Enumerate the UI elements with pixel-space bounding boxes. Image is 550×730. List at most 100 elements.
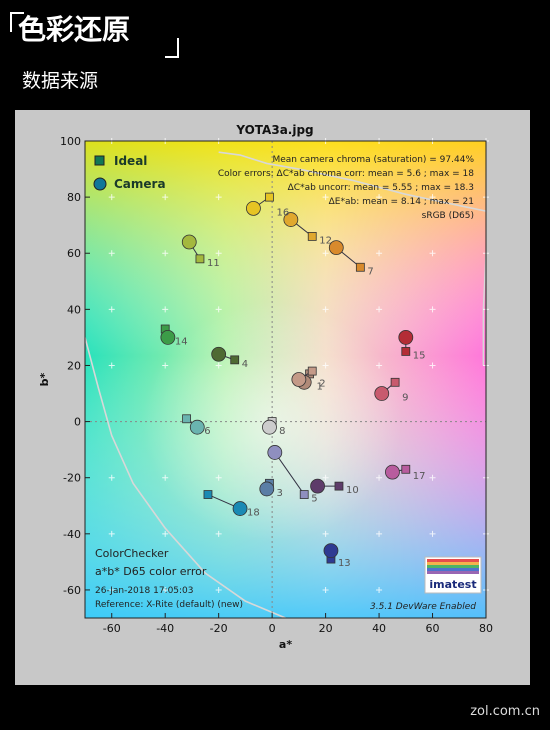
ideal-point-4 [230, 355, 240, 365]
logo-stripe [427, 568, 479, 571]
patch-label-3: 3 [276, 488, 282, 499]
imatest-logo-text: imatest [429, 578, 476, 591]
ideal-point-9 [390, 377, 400, 387]
annotation-line-3: 26-Jan-2018 17:05:03 [95, 586, 194, 596]
ideal-point-15 [401, 347, 411, 356]
legend-ideal-label: Ideal [114, 154, 147, 168]
chart-title: YOTA3a.jpg [236, 123, 314, 137]
logo-stripe [427, 562, 479, 565]
patch-label-8: 8 [279, 426, 285, 437]
plot-frame [84, 140, 487, 619]
x-tick-label: -40 [156, 622, 174, 635]
grid-cross [162, 194, 169, 201]
grid-cross [376, 194, 383, 201]
camera-point-17 [385, 464, 400, 480]
stats-line-1: Mean camera chroma (saturation) = 97.44% [272, 155, 474, 165]
camera-point-13 [323, 543, 339, 559]
camera-point-9 [374, 386, 390, 401]
grid-cross [215, 306, 222, 313]
grid-cross [376, 474, 383, 481]
ideal-point-10 [334, 481, 344, 491]
y-tick-label: 20 [67, 359, 81, 372]
x-tick-label: 80 [479, 622, 493, 635]
patch-label-4: 4 [242, 359, 248, 370]
camera-point-18 [232, 501, 248, 516]
camera-point-2 [291, 372, 307, 387]
legend-camera-marker [93, 177, 107, 191]
error-line-5 [274, 452, 305, 495]
x-tick-label: -60 [103, 622, 121, 635]
grid-cross [429, 474, 436, 481]
ideal-point-17 [401, 464, 411, 474]
patch-label-6: 6 [204, 426, 210, 437]
grid-cross [322, 194, 329, 201]
patch-label-7: 7 [367, 266, 373, 277]
camera-point-8 [262, 419, 277, 435]
grid-cross [429, 194, 436, 201]
camera-point-5 [267, 445, 283, 460]
camera-point-4 [211, 346, 227, 362]
grid-cross [215, 194, 222, 201]
patch-label-16: 16 [276, 207, 289, 218]
patch-label-17: 17 [413, 471, 426, 482]
logo-stripe [427, 565, 479, 568]
stats-line-4: ΔE*ab: mean = 8.14 ; max = 21 [329, 197, 474, 207]
annotation-line-1: ColorChecker [95, 547, 169, 560]
gamut-boundary-left [84, 337, 286, 619]
x-axis-label: a* [279, 638, 292, 651]
camera-point-15 [398, 330, 414, 345]
plot-area [84, 141, 487, 619]
grid-cross [108, 474, 115, 481]
grid-cross [215, 474, 222, 481]
annotation-line-2: a*b* D65 color error [95, 565, 207, 578]
patch-label-18: 18 [247, 508, 260, 519]
camera-point-12 [283, 212, 299, 227]
grid-cross [376, 306, 383, 313]
camera-point-16 [246, 200, 261, 216]
page-title: 色彩还原 [18, 13, 131, 46]
grid-cross [429, 362, 436, 369]
patch-label-13: 13 [338, 558, 351, 569]
camera-point-6 [189, 419, 205, 435]
patch-label-12: 12 [319, 235, 332, 246]
patch-label-11: 11 [207, 258, 220, 269]
grid-cross [322, 586, 329, 593]
ideal-point-2 [307, 366, 317, 376]
legend-camera-label: Camera [114, 177, 166, 191]
y-tick-label: 80 [67, 191, 81, 204]
patch-label-9: 9 [402, 393, 408, 404]
grid-cross [376, 362, 383, 369]
grid-cross [162, 250, 169, 257]
gamut-boundary-top [218, 151, 487, 212]
watermark-text: zol.com.cn [470, 704, 540, 719]
grid-cross [322, 362, 329, 369]
x-tick-label: 20 [319, 622, 333, 635]
grid-cross [429, 530, 436, 537]
grid-cross [376, 586, 383, 593]
logo-stripe [427, 571, 479, 574]
y-tick-label: 0 [74, 416, 81, 429]
camera-point-14 [160, 330, 176, 345]
patch-label-2: 2 [319, 379, 325, 390]
patch-label-14: 14 [175, 336, 188, 347]
ideal-point-18 [203, 490, 213, 499]
ideal-point-5 [299, 490, 309, 499]
grid-cross [162, 474, 169, 481]
grid-cross [215, 530, 222, 537]
ideal-point-16 [265, 192, 274, 202]
x-tick-label: -20 [210, 622, 228, 635]
camera-point-10 [310, 478, 325, 494]
grid-cross [322, 530, 329, 537]
grid-cross [108, 530, 115, 537]
grid-cross [108, 194, 115, 201]
stats-line-5: sRGB (D65) [422, 211, 474, 221]
grid-cross [108, 250, 115, 257]
x-tick-label: 60 [426, 622, 440, 635]
grid-cross [108, 586, 115, 593]
annotation-line-4: Reference: X-Rite (default) (new) [95, 600, 243, 610]
patch-label-10: 10 [346, 485, 359, 496]
camera-point-7 [328, 240, 344, 256]
y-tick-label: 40 [67, 303, 81, 316]
